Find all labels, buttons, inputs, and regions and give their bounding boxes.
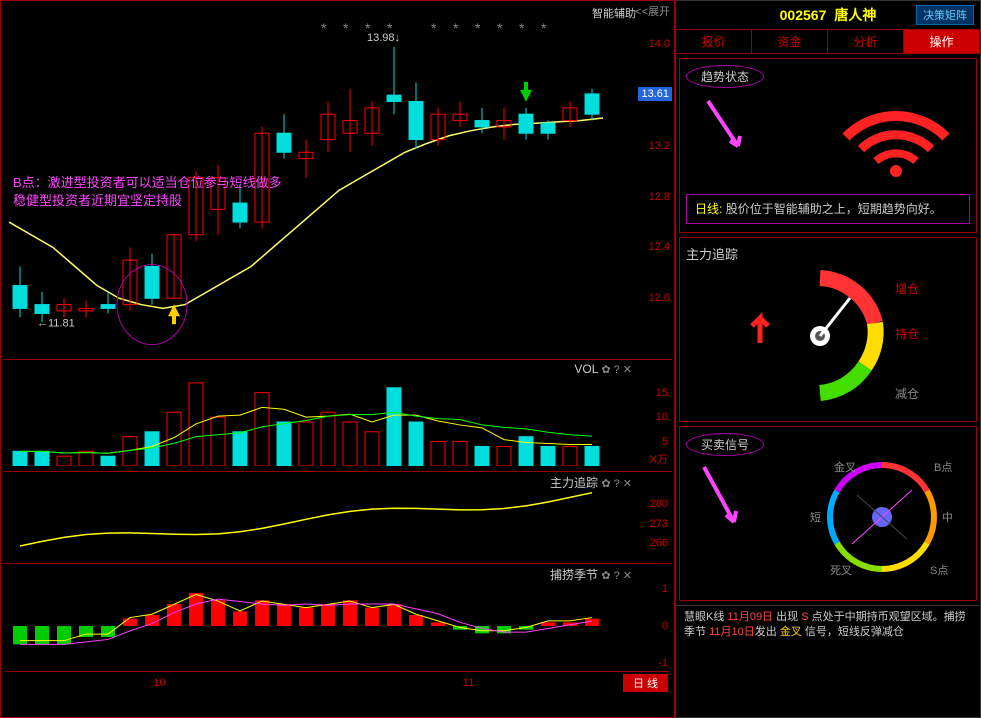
chart-panel: <<展开 智能辅助 ←11.8113.98↓********** B点：激进型投… [0,0,675,718]
gauge-icon: 增仓 持仓 减仓 [720,258,940,413]
svg-text:减仓: 减仓 [895,387,919,401]
tab-1[interactable]: 资金 [752,30,828,53]
svg-text:*: * [497,20,503,36]
module-title-signal: 买卖信号 [686,433,764,456]
track-title: 主力追踪 [550,476,598,490]
footer-summary: 慧眼K线 11月09日 出现 S 点处于中期持币观望区域。捕捞季节 11月10日… [676,605,980,644]
svg-text:*: * [321,20,327,36]
svg-text:中: 中 [942,511,953,524]
chart-annotation: B点：激进型投资者可以适当仓位参与短线做多 稳健型投资者近期宜坚定持股 [13,174,282,210]
trend-info: 日线: 股价位于智能辅助之上，短期趋势向好。 [686,194,970,224]
trend-module: 趋势状态 日线: 股价位于智能辅助之上，短期趋势向好。 [679,58,977,233]
tab-2[interactable]: 分析 [828,30,904,53]
svg-text:增仓: 增仓 [895,282,919,296]
trend-arrow-icon [708,101,740,146]
svg-text:*: * [431,20,437,36]
svg-text:*: * [343,20,349,36]
svg-text:*: * [387,20,393,36]
x-label-10: 10 [5,677,314,689]
vol-title: VOL [574,362,598,376]
svg-text:死叉: 死叉 [830,565,852,577]
tab-bar: 报价资金分析操作 [676,29,980,54]
matrix-button[interactable]: 决策矩阵 [916,5,974,25]
expand-button[interactable]: <<展开 [635,3,670,19]
compass-icon: 金叉 B点 短 中 死叉 S点 [792,439,972,594]
info-panel: 002567 唐人神 决策矩阵 报价资金分析操作 趋势状态 日线: 股价位于智能… [675,0,981,718]
price-y-axis: 14.013.613.212.812.412.013.61 [636,19,672,349]
tab-0[interactable]: 报价 [676,30,752,53]
svg-text:*: * [365,20,371,36]
signal-module: 买卖信号 金叉 B点 短 中 死叉 S点 [679,426,977,601]
tracking-panel: 主力追踪 ✿ ? ✕ 280273266 [3,471,672,561]
module-title-trend: 趋势状态 [686,65,764,88]
vol-unit: X万 [650,451,668,467]
season-title: 捕捞季节 [550,568,598,582]
svg-text:金叉: 金叉 [834,460,856,474]
svg-text:*: * [519,20,525,36]
svg-text:*: * [453,20,459,36]
tab-3[interactable]: 操作 [904,30,980,53]
svg-text:S点: S点 [930,564,948,577]
panel-controls[interactable]: ✿ ? ✕ [601,364,632,376]
volume-panel: VOL ✿ ? ✕ 15105 X万 [3,359,672,469]
svg-text:←11.81: ←11.81 [37,317,75,329]
panel-controls[interactable]: ✿ ? ✕ [601,570,632,582]
panel-controls[interactable]: ✿ ? ✕ [601,478,632,490]
svg-text:短: 短 [810,510,821,524]
svg-text:*: * [541,20,547,36]
svg-text:13.98↓: 13.98↓ [367,32,400,44]
stock-header: 002567 唐人神 决策矩阵 [676,1,980,29]
stock-code: 002567 [780,7,827,23]
candlestick-chart[interactable]: 智能辅助 ←11.8113.98↓********** B点：激进型投资者可以适… [3,19,634,349]
svg-text:*: * [475,20,481,36]
wifi-icon [836,87,956,177]
stock-name: 唐人神 [834,5,876,25]
signal-arrow-icon [704,467,736,522]
x-label-11: 11 [314,677,623,689]
svg-text:B点: B点 [934,461,952,474]
season-panel: 捕捞季节 ✿ ? ✕ 10-1 10 11 日 线 [3,563,672,693]
svg-text:持仓: 持仓 [895,326,919,341]
x-axis: 10 11 日 线 [5,671,670,693]
track-module: 主力追踪 增仓 持仓 减仓 [679,237,977,422]
timeframe-badge[interactable]: 日 线 [623,674,668,692]
